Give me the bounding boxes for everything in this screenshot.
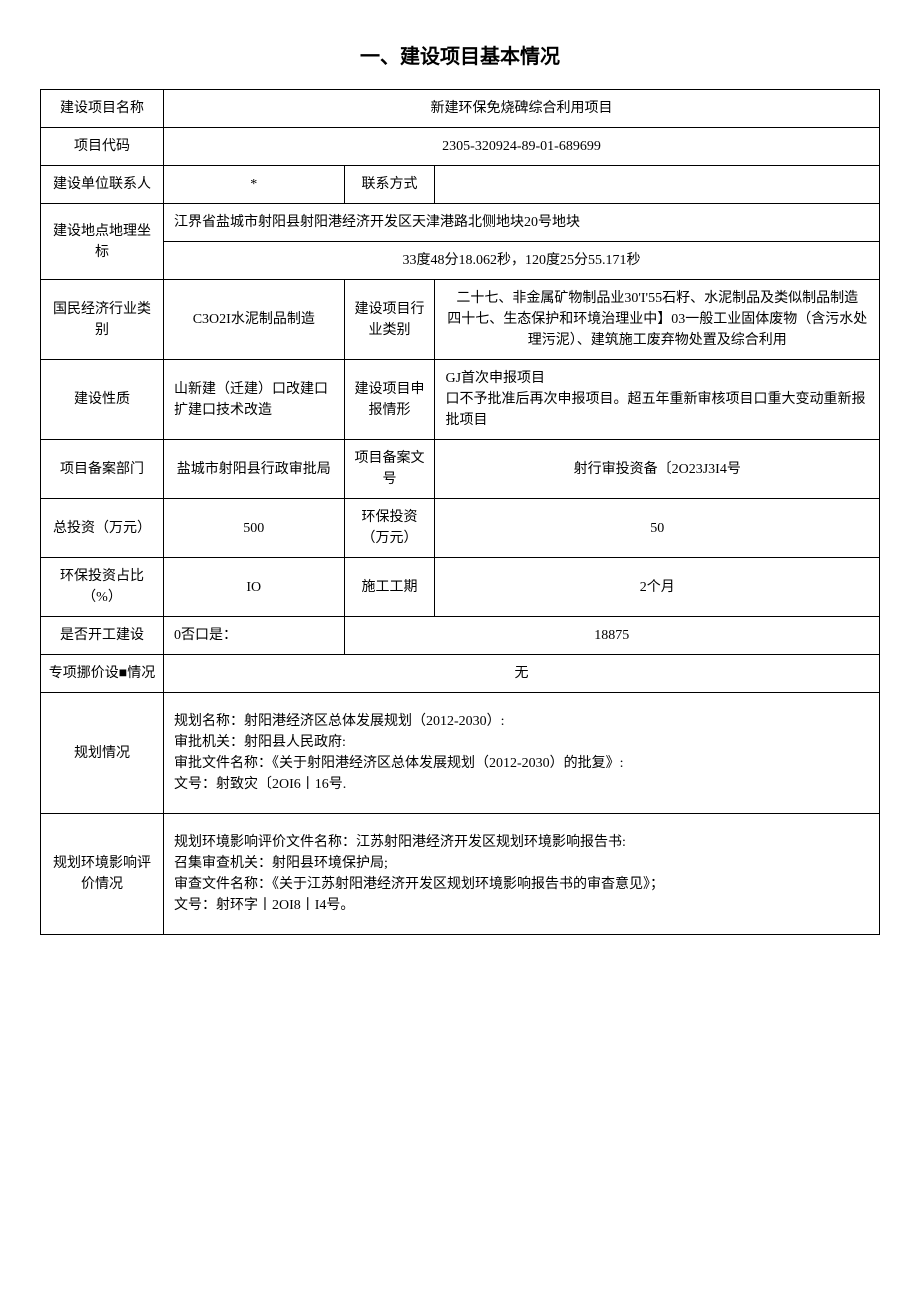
started-value2: 18875	[344, 617, 879, 655]
table-row: 是否开工建设 0否口是： 18875	[41, 617, 880, 655]
env-ratio-value: IO	[164, 558, 345, 617]
env-ratio-label: 环保投资占比（%）	[41, 558, 164, 617]
location-line2: 33度48分18.062秒，120度25分55.171秒	[164, 242, 880, 280]
planning-label: 规划情况	[41, 693, 164, 814]
industry-class-value: C3O2I水泥制品制造	[164, 280, 345, 360]
construction-period-value: 2个月	[435, 558, 880, 617]
table-row: 建设性质 山新建（迁建）口改建口扩建口技术改造 建设项目申报情形 GJ首次申报项…	[41, 360, 880, 440]
planning-env-label: 规划环境影响评价情况	[41, 814, 164, 935]
table-row: 专项挪价设■情况 无	[41, 655, 880, 693]
construction-nature-value: 山新建（迁建）口改建口扩建口技术改造	[164, 360, 345, 440]
special-eval-value: 无	[164, 655, 880, 693]
location-line1: 江界省盐城市射阳县射阳港经济开发区天津港路北侧地块20号地块	[164, 204, 880, 242]
table-row: 建设单位联系人 * 联系方式	[41, 166, 880, 204]
planning-env-value: 规划环境影响评价文件名称：江苏射阳港经济开发区规划环境影响报告书: 召集审查机关…	[164, 814, 880, 935]
filing-dept-label: 项目备案部门	[41, 440, 164, 499]
contact-method-label: 联系方式	[344, 166, 435, 204]
project-industry-label: 建设项目行业类别	[344, 280, 435, 360]
project-name-label: 建设项目名称	[41, 90, 164, 128]
table-row: 项目代码 2305-320924-89-01-689699	[41, 128, 880, 166]
project-name-value: 新建环保免烧碑综合利用项目	[164, 90, 880, 128]
env-invest-label: 环保投资（万元）	[344, 499, 435, 558]
industry-class-label: 国民经济行业类别	[41, 280, 164, 360]
page-title: 一、建设项目基本情况	[40, 40, 880, 69]
filing-no-value: 射行审投资备〔2O23J3I4号	[435, 440, 880, 499]
project-code-value: 2305-320924-89-01-689699	[164, 128, 880, 166]
table-row: 国民经济行业类别 C3O2I水泥制品制造 建设项目行业类别 二十七、非金属矿物制…	[41, 280, 880, 360]
project-info-table: 建设项目名称 新建环保免烧碑综合利用项目 项目代码 2305-320924-89…	[40, 89, 880, 935]
location-label: 建设地点地理坐标	[41, 204, 164, 280]
contact-person-value: *	[164, 166, 345, 204]
project-industry-value: 二十七、非金属矿物制品业30'I'55石籽、水泥制品及类似制品制造 四十七、生态…	[435, 280, 880, 360]
table-row: 项目备案部门 盐城市射阳县行政审批局 项目备案文号 射行审投资备〔2O23J3I…	[41, 440, 880, 499]
declaration-value: GJ首次申报项目 口不予批准后再次申报项目。超五年重新审核项目口重大变动重新报批…	[435, 360, 880, 440]
total-invest-label: 总投资（万元）	[41, 499, 164, 558]
contact-person-label: 建设单位联系人	[41, 166, 164, 204]
filing-dept-value: 盐城市射阳县行政审批局	[164, 440, 345, 499]
env-invest-value: 50	[435, 499, 880, 558]
table-row: 33度48分18.062秒，120度25分55.171秒	[41, 242, 880, 280]
table-row: 规划情况 规划名称：射阳港经济区总体发展规划（2012-2030）: 审批机关：…	[41, 693, 880, 814]
table-row: 环保投资占比（%） IO 施工工期 2个月	[41, 558, 880, 617]
special-eval-label: 专项挪价设■情况	[41, 655, 164, 693]
planning-value: 规划名称：射阳港经济区总体发展规划（2012-2030）: 审批机关：射阳县人民…	[164, 693, 880, 814]
total-invest-value: 500	[164, 499, 345, 558]
started-value1: 0否口是：	[164, 617, 345, 655]
started-label: 是否开工建设	[41, 617, 164, 655]
table-row: 建设地点地理坐标 江界省盐城市射阳县射阳港经济开发区天津港路北侧地块20号地块	[41, 204, 880, 242]
table-row: 建设项目名称 新建环保免烧碑综合利用项目	[41, 90, 880, 128]
declaration-label: 建设项目申报情形	[344, 360, 435, 440]
table-row: 规划环境影响评价情况 规划环境影响评价文件名称：江苏射阳港经济开发区规划环境影响…	[41, 814, 880, 935]
table-row: 总投资（万元） 500 环保投资（万元） 50	[41, 499, 880, 558]
filing-no-label: 项目备案文号	[344, 440, 435, 499]
project-code-label: 项目代码	[41, 128, 164, 166]
construction-nature-label: 建设性质	[41, 360, 164, 440]
contact-method-value	[435, 166, 880, 204]
construction-period-label: 施工工期	[344, 558, 435, 617]
